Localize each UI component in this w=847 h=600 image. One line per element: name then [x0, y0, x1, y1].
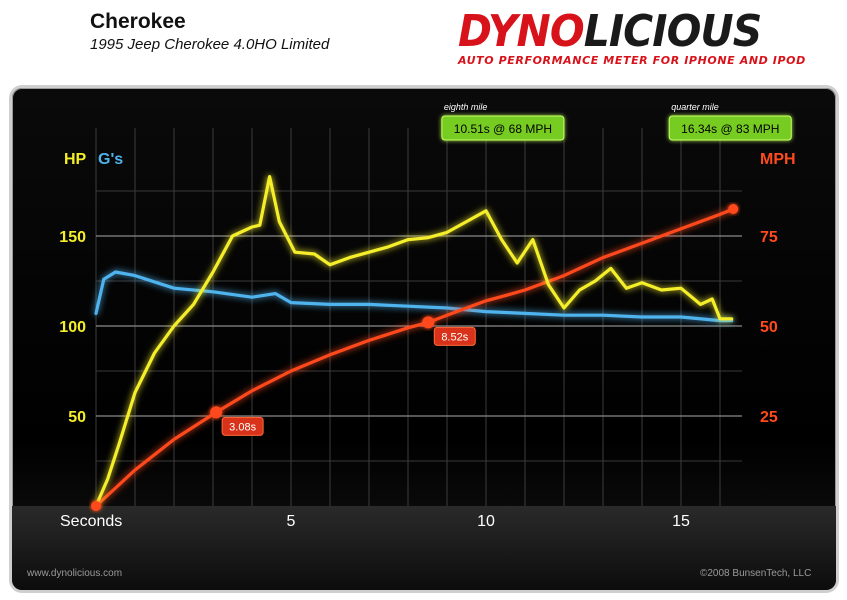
quarter-mile-value: 16.34s @ 83 MPH: [681, 122, 779, 136]
page-subtitle: 1995 Jeep Cherokee 4.0HO Limited: [90, 36, 330, 53]
footer-copyright: ©2008 BunsenTech, LLC: [700, 568, 812, 579]
mph-time-label: 8.52s: [441, 331, 468, 343]
chart-marks: 3.08s 8.52s 10.51s @ 68 MPH eighth mile 16.3…: [91, 102, 792, 528]
mph-tick-label: 75: [760, 229, 778, 246]
logo-tagline: AUTO PERFORMANCE METER FOR IPHONE AND IP…: [458, 54, 806, 67]
chart-series: [94, 175, 735, 508]
eighth-mile-box: [441, 115, 565, 141]
mph-time-badge: [433, 326, 476, 346]
hp-tick-label: 100: [59, 319, 86, 336]
mph-time-label: 3.08s: [229, 421, 256, 433]
hp-tick-label: 50: [68, 409, 86, 426]
quarter-mile-title: quarter mile: [671, 102, 719, 112]
chart-floor: [12, 506, 836, 590]
page-title: Cherokee: [90, 10, 186, 33]
mph-start-dot: [91, 501, 101, 511]
mph-time-dot: [210, 406, 223, 419]
gs-axis-label: G's: [98, 151, 123, 168]
hp-axis-label: HP: [64, 151, 87, 168]
dyno-chart: HP G's MPH 50 100 150 25 50 75 Seconds 5 10 15 3.08s…: [12, 102, 836, 590]
eighth-mile-value: 10.51s @ 68 MPH: [454, 122, 552, 136]
x-axis-label: Seconds: [60, 513, 122, 530]
quarter-mile-box: [668, 115, 792, 141]
eighth-mile-title: eighth mile: [444, 102, 488, 112]
footer-url[interactable]: www.dynolicious.com: [27, 568, 123, 579]
gs-line: [94, 270, 734, 323]
dynolicious-logo: DYNOLICIOUS AUTO PERFORMANCE METER FOR I…: [458, 8, 830, 68]
hp-tick-label: 150: [59, 229, 86, 246]
mph-time-dot: [422, 316, 435, 329]
hp-line: [94, 175, 734, 508]
chart-panel: HP G's MPH 50 100 150 25 50 75 Seconds 5 10 15 3.08s…: [12, 88, 836, 590]
mph-tick-label: 50: [760, 319, 778, 336]
mph-axis-label: MPH: [760, 151, 796, 168]
x-tick-label: 15: [672, 513, 690, 530]
mph-time-badge: [221, 416, 264, 436]
chart-axes: HP G's MPH 50 100 150 25 50 75 Seconds 5 10 15: [59, 151, 795, 530]
mph-tick-label: 25: [760, 409, 778, 426]
logo-word-dark: LICIOUS: [583, 6, 762, 57]
logo-wordmark: DYNOLICIOUS: [458, 6, 762, 57]
x-tick-label: 5: [287, 513, 296, 530]
logo-word-red: DYNO: [458, 6, 585, 57]
x-tick-label: 10: [477, 513, 495, 530]
